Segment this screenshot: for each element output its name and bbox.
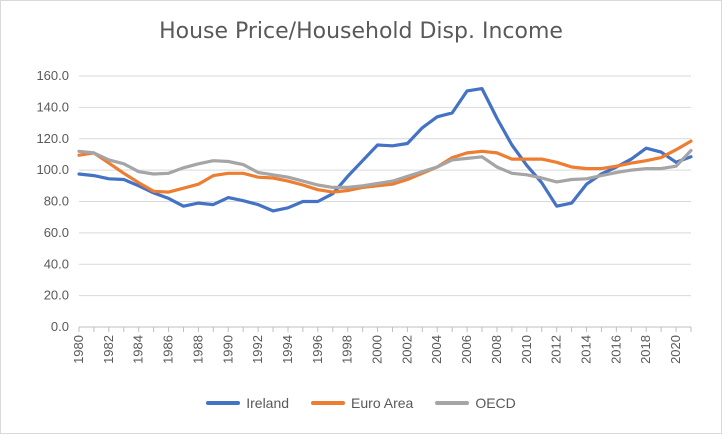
x-tick-label: 1988 [190, 335, 205, 364]
legend-swatch [435, 401, 470, 405]
legend-item: Ireland [206, 395, 289, 411]
series-line-oecd [77, 148, 693, 189]
x-tick-label: 1996 [310, 335, 325, 364]
legend-label: Euro Area [351, 395, 414, 411]
legend: Ireland Euro Area OECD [1, 395, 721, 411]
x-tick-label: 2008 [489, 335, 504, 364]
chart-title: House Price/Household Disp. Income [159, 19, 563, 44]
y-tick-label: 80.0 [44, 194, 69, 209]
x-tick-label: 2002 [399, 335, 414, 364]
x-tick-label: 2000 [370, 335, 385, 364]
y-tick-label: 0.0 [51, 319, 69, 334]
x-tick-label: 2016 [608, 335, 623, 364]
x-tick-label: 2006 [459, 335, 474, 364]
x-tick-label: 1994 [280, 335, 295, 364]
legend-swatch [206, 401, 241, 405]
legend-label: Ireland [246, 395, 290, 411]
y-tick-label: 20.0 [44, 288, 69, 303]
y-tick-label: 120.0 [36, 131, 69, 146]
y-tick-label: 60.0 [44, 225, 69, 240]
series-line-ireland [77, 86, 693, 213]
legend-item: OECD [435, 395, 516, 411]
x-tick-label: 1982 [101, 335, 116, 364]
y-tick-label: 140.0 [36, 99, 69, 114]
x-tick-label: 2018 [638, 335, 653, 364]
legend-label: OECD [475, 395, 516, 411]
series-line-euro-area [77, 139, 693, 194]
x-tick-label: 1990 [220, 335, 235, 364]
y-tick-label: 40.0 [44, 256, 69, 271]
x-tick-label: 1986 [161, 335, 176, 364]
y-tick-label: 100.0 [36, 162, 69, 177]
legend-item: Euro Area [311, 395, 413, 411]
y-tick-label: 160.0 [36, 68, 69, 83]
legend-swatch [311, 401, 346, 405]
x-tick-label: 1984 [131, 335, 146, 364]
x-tick-label: 1992 [250, 335, 265, 364]
x-tick-label: 2004 [429, 335, 444, 364]
x-tick-label: 2020 [668, 335, 683, 364]
x-tick-label: 2010 [519, 335, 534, 364]
x-tick-label: 2014 [579, 335, 594, 364]
x-tick-label: 2012 [549, 335, 564, 364]
x-tick-label: 1998 [340, 335, 355, 364]
x-tick-label: 1980 [71, 335, 86, 364]
